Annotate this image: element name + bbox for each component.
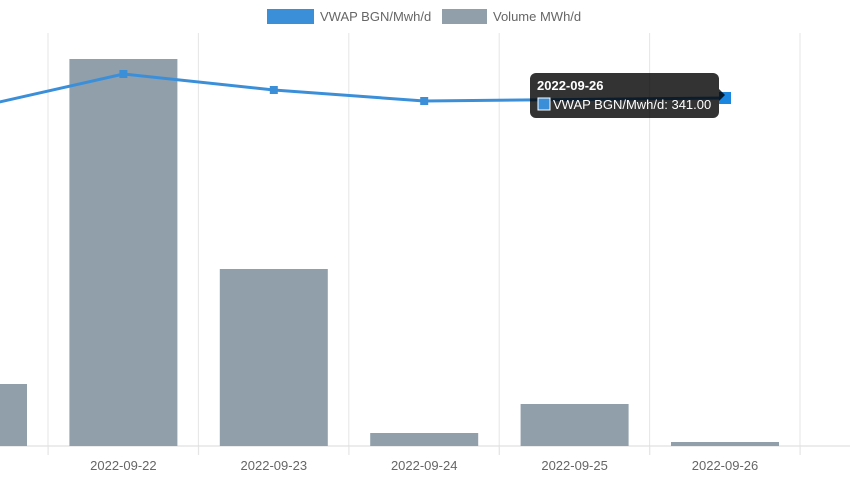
bar-volume[interactable] — [520, 404, 629, 446]
tooltip-box — [530, 73, 719, 118]
tooltip-body: VWAP BGN/Mwh/d: 341.00 — [553, 97, 711, 112]
x-tick-label: 2022-09-26 — [692, 458, 759, 473]
x-axis: 12022-09-222022-09-232022-09-242022-09-2… — [47, 446, 801, 473]
bar-layer — [0, 59, 779, 446]
bar-volume[interactable] — [671, 442, 779, 446]
legend-item-vwap[interactable]: VWAP BGN/Mwh/d — [267, 9, 431, 24]
legend-swatch-volume — [442, 9, 487, 24]
point-vwap[interactable] — [420, 97, 429, 105]
legend-label-volume: Volume MWh/d — [493, 9, 581, 24]
x-tick-label: 2022-09-22 — [90, 458, 157, 473]
x-tick-label: 2022-09-25 — [541, 458, 608, 473]
tooltip-swatch — [537, 97, 551, 111]
legend-swatch-vwap — [267, 9, 314, 24]
legend-label-vwap: VWAP BGN/Mwh/d — [320, 9, 431, 24]
legend[interactable]: VWAP BGN/Mwh/d Volume MWh/d — [267, 9, 581, 24]
x-tick-label: 2022-09-23 — [241, 458, 308, 473]
bar-volume[interactable] — [0, 384, 27, 446]
bar-volume[interactable] — [370, 433, 479, 446]
x-tick-label: 2022-09-24 — [391, 458, 458, 473]
point-vwap[interactable] — [269, 86, 278, 94]
legend-item-volume[interactable]: Volume MWh/d — [442, 9, 581, 24]
bar-volume[interactable] — [219, 269, 328, 446]
tooltip: 2022-09-26 VWAP BGN/Mwh/d: 341.00 — [530, 73, 725, 118]
tooltip-title: 2022-09-26 — [537, 78, 604, 93]
point-vwap[interactable] — [119, 70, 128, 78]
tooltip-arrow — [719, 89, 725, 101]
bar-volume[interactable] — [69, 59, 178, 446]
